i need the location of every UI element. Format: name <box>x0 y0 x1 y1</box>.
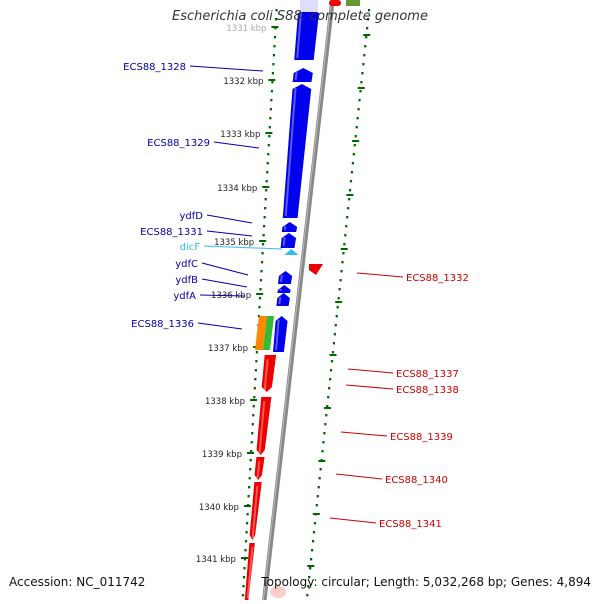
gene-ecs88-1340[interactable] <box>254 457 265 480</box>
inner-tick-ring <box>241 9 278 597</box>
ruler-label: 1335 kbp <box>214 238 254 248</box>
ruler-label: 1341 kbp <box>196 555 236 565</box>
gene-label-reverse[interactable]: ECS88_1341 <box>329 517 442 530</box>
fade-bottom <box>270 586 286 598</box>
gene-label-reverse[interactable]: ECS88_1339 <box>340 431 453 443</box>
ruler-label: 1331 kbp <box>226 24 266 34</box>
svg-text:ECS88_1337: ECS88_1337 <box>396 369 459 380</box>
svg-text:ECS88_1331: ECS88_1331 <box>140 227 203 238</box>
gene-ydfc[interactable] <box>277 271 293 284</box>
svg-text:ydfC: ydfC <box>175 259 198 270</box>
gene-ecs88-1337[interactable] <box>261 355 277 392</box>
gene-label-forward[interactable]: ECS88_1329 <box>147 138 260 149</box>
gene-label-forward[interactable]: ECS88_1331 <box>140 227 253 238</box>
gene-label-forward[interactable]: ydfC <box>175 259 249 276</box>
gene-ecs88-1328[interactable] <box>294 8 319 60</box>
gene-ydfb[interactable] <box>277 285 291 293</box>
ruler-tick: 1332 kbp <box>223 77 365 89</box>
gene-small-1[interactable] <box>292 68 313 82</box>
ruler-tick: 1334 kbp <box>217 184 354 196</box>
gene-dicf[interactable] <box>284 249 299 255</box>
gene-label-reverse[interactable]: ECS88_1332 <box>356 272 469 284</box>
svg-text:ECS88_1336: ECS88_1336 <box>131 319 194 330</box>
ruler-label: 1338 kbp <box>205 397 245 407</box>
gene-label-reverse[interactable]: ECS88_1338 <box>345 384 459 396</box>
ruler-tick: 1340 kbp <box>199 503 320 515</box>
ruler-tick: 1333 kbp <box>220 130 360 142</box>
gene-label-forward[interactable]: dicF <box>180 242 283 253</box>
ruler-label: 1339 kbp <box>202 450 242 460</box>
gene-ecs88-1329[interactable] <box>282 84 312 218</box>
svg-text:ECS88_1328: ECS88_1328 <box>123 62 186 73</box>
svg-text:ECS88_1338: ECS88_1338 <box>396 385 459 396</box>
svg-text:ECS88_1332: ECS88_1332 <box>406 273 469 284</box>
misc-feature-pair[interactable] <box>255 316 274 350</box>
ruler-tick: 1338 kbp <box>205 397 331 409</box>
svg-text:ydfD: ydfD <box>180 211 204 222</box>
svg-text:ydfB: ydfB <box>175 275 198 286</box>
gene-offscreen-green[interactable] <box>346 0 360 6</box>
svg-text:ECS88_1340: ECS88_1340 <box>385 475 448 486</box>
gene-ecs88-1332[interactable] <box>309 264 323 275</box>
gene-offscreen-red[interactable] <box>329 0 341 6</box>
gene-label-forward[interactable]: ydfA <box>173 291 246 302</box>
gene-ecs88-1331[interactable] <box>280 233 297 248</box>
accession-text: Accession: NC_011742 <box>9 575 146 589</box>
gene-label-forward[interactable]: ydfD <box>180 211 253 224</box>
gene-ecs88-1338-1339[interactable] <box>256 397 272 455</box>
svg-text:ECS88_1329: ECS88_1329 <box>147 138 210 149</box>
gene-next-reverse[interactable] <box>244 543 255 600</box>
gene-ydfa[interactable] <box>276 293 290 306</box>
gene-label-forward[interactable]: ECS88_1328 <box>123 62 264 73</box>
gene-ydfd[interactable] <box>281 222 298 232</box>
ruler-label: 1333 kbp <box>220 130 260 140</box>
backbone-highlight <box>262 0 332 601</box>
backbone-line <box>262 0 335 601</box>
ruler-label: 1340 kbp <box>199 503 239 513</box>
ruler-tick: 1337 kbp <box>208 344 337 356</box>
gene-ecs88-1336[interactable] <box>273 316 288 352</box>
svg-text:ydfA: ydfA <box>173 291 196 302</box>
svg-text:ECS88_1339: ECS88_1339 <box>390 432 453 443</box>
ruler-tick: 1335 kbp <box>214 238 348 250</box>
svg-text:ECS88_1341: ECS88_1341 <box>379 519 442 530</box>
gene-label-forward[interactable]: ydfB <box>175 275 248 288</box>
ruler-tick: 1341 kbp <box>196 555 315 567</box>
gene-label-reverse[interactable]: ECS88_1340 <box>335 473 448 486</box>
genome-summary-text: Topology: circular; Length: 5,032,268 bp… <box>261 575 591 589</box>
gene-label-reverse[interactable]: ECS88_1337 <box>347 368 459 380</box>
ruler-label: 1332 kbp <box>223 77 263 87</box>
ruler-label: 1337 kbp <box>208 344 248 354</box>
outer-tick-ring <box>306 9 371 597</box>
gene-label-forward[interactable]: ECS88_1336 <box>131 319 243 330</box>
map-title: Escherichia coli S88, complete genome <box>172 9 428 24</box>
ruler-tick: 1336 kbp <box>211 291 343 303</box>
fade-top <box>300 0 318 12</box>
gene-ecs88-1341[interactable] <box>249 482 262 540</box>
svg-text:dicF: dicF <box>180 242 201 253</box>
ruler-label: 1334 kbp <box>217 184 257 194</box>
